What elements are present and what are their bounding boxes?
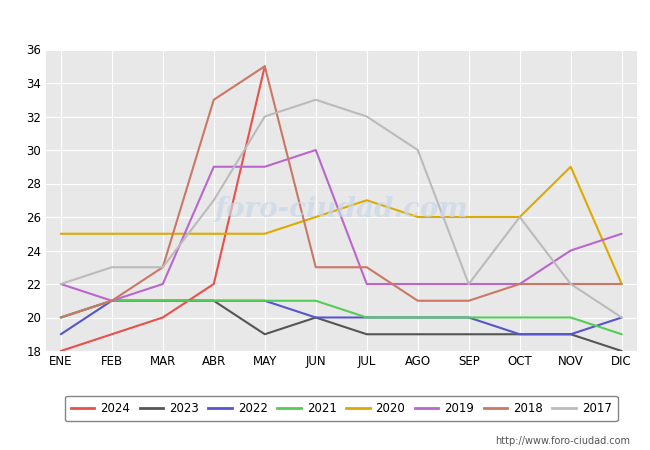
Legend: 2024, 2023, 2022, 2021, 2020, 2019, 2018, 2017: 2024, 2023, 2022, 2021, 2020, 2019, 2018… xyxy=(65,396,618,421)
Text: http://www.foro-ciudad.com: http://www.foro-ciudad.com xyxy=(495,436,630,446)
Text: Afiliados en Garrigoles a 31/5/2024: Afiliados en Garrigoles a 31/5/2024 xyxy=(166,11,484,29)
Text: foro-ciudad.com: foro-ciudad.com xyxy=(214,196,468,223)
